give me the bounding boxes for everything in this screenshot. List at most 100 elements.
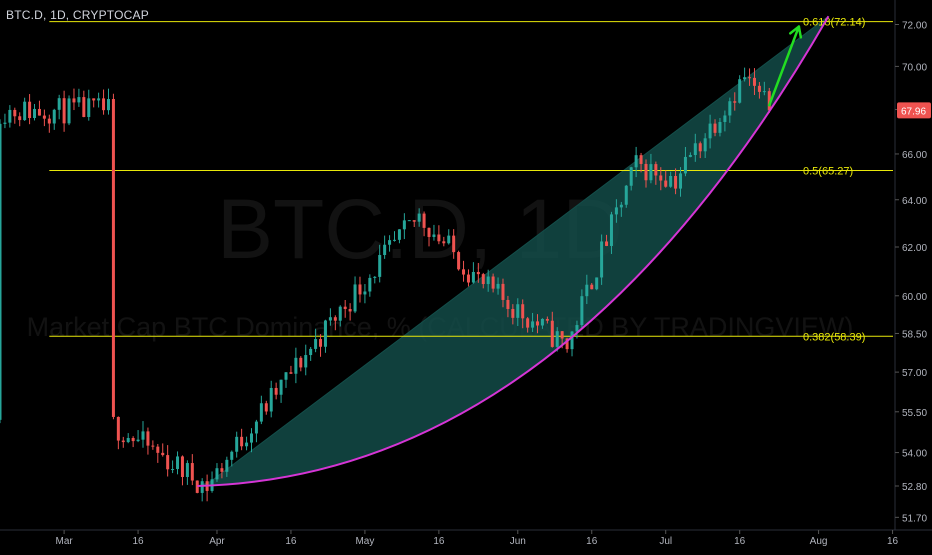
candle-128 bbox=[629, 166, 633, 191]
candle-body bbox=[728, 101, 732, 116]
time-tick-label-0: Mar bbox=[55, 536, 73, 547]
candle-21 bbox=[102, 89, 106, 115]
candle-body bbox=[397, 229, 401, 240]
candle-body bbox=[225, 459, 229, 472]
candle-36 bbox=[176, 451, 180, 475]
candle-40 bbox=[195, 480, 199, 494]
candle-17 bbox=[82, 90, 86, 118]
candle-body bbox=[402, 220, 406, 230]
time-tick-label-4: May bbox=[355, 536, 374, 547]
candle-body bbox=[609, 214, 613, 246]
candle-body bbox=[111, 99, 115, 417]
candle-body bbox=[57, 98, 61, 110]
candle-93 bbox=[457, 250, 461, 271]
candle-body bbox=[97, 98, 101, 101]
candle-66 bbox=[323, 319, 327, 353]
candle-body bbox=[348, 309, 352, 312]
candle-89 bbox=[437, 225, 441, 245]
candle-29 bbox=[141, 421, 145, 448]
candle-107 bbox=[526, 316, 530, 333]
candle-body bbox=[299, 357, 303, 368]
fib-label-0: 0.618(72.14) bbox=[803, 17, 865, 29]
candle-body bbox=[733, 101, 737, 103]
price-tick-label-4: 57.00 bbox=[902, 368, 927, 379]
candle-125 bbox=[614, 199, 618, 223]
candle-64 bbox=[314, 328, 318, 353]
candle-body bbox=[654, 164, 658, 176]
candle-0 bbox=[0, 119, 2, 424]
candle-78 bbox=[383, 235, 387, 259]
candle-body bbox=[545, 318, 549, 321]
candle-27 bbox=[131, 436, 135, 448]
time-tick-label-9: 16 bbox=[734, 536, 746, 547]
candle-71 bbox=[348, 303, 352, 321]
candle-138 bbox=[679, 167, 683, 197]
candle-body bbox=[447, 235, 451, 244]
candle-body bbox=[190, 463, 194, 481]
candle-body bbox=[422, 213, 426, 228]
candle-body bbox=[767, 91, 771, 111]
time-tick-label-1: 16 bbox=[133, 536, 145, 547]
candle-body bbox=[23, 101, 27, 121]
candle-108 bbox=[531, 312, 535, 332]
candle-48 bbox=[235, 431, 239, 458]
candle-20 bbox=[97, 92, 101, 108]
candle-body bbox=[619, 204, 623, 208]
candle-body bbox=[82, 97, 86, 117]
time-tick-label-6: Jun bbox=[510, 536, 526, 547]
candle-body bbox=[392, 239, 396, 241]
candle-15 bbox=[72, 88, 76, 111]
candle-body bbox=[284, 372, 288, 380]
candle-body bbox=[442, 241, 446, 244]
candle-65 bbox=[319, 334, 323, 357]
candle-41 bbox=[200, 478, 204, 502]
candle-body bbox=[536, 321, 540, 326]
candle-86 bbox=[422, 211, 426, 237]
candle-body bbox=[37, 108, 41, 116]
candle-body bbox=[274, 387, 278, 395]
candle-body bbox=[323, 320, 327, 347]
candle-body bbox=[87, 98, 91, 117]
candle-116 bbox=[570, 330, 574, 357]
candle-body bbox=[531, 321, 535, 328]
candle-body bbox=[762, 91, 766, 93]
candle-body bbox=[555, 331, 559, 347]
candle-body bbox=[600, 241, 604, 278]
candle-body bbox=[590, 284, 594, 290]
candle-79 bbox=[388, 235, 392, 252]
candle-body bbox=[629, 167, 633, 186]
candle-61 bbox=[299, 356, 303, 372]
candle-body bbox=[501, 283, 505, 300]
arrow-head bbox=[788, 25, 803, 39]
time-tick-label-2: Apr bbox=[209, 536, 225, 547]
candle-92 bbox=[452, 229, 456, 259]
candle-149 bbox=[733, 92, 737, 111]
candle-118 bbox=[580, 289, 584, 329]
candle-150 bbox=[738, 75, 742, 104]
candle-body bbox=[259, 403, 263, 422]
candle-body bbox=[245, 442, 249, 447]
candle-body bbox=[230, 451, 234, 460]
last-price-tag bbox=[897, 102, 931, 119]
candle-body bbox=[141, 431, 145, 440]
candle-80 bbox=[392, 231, 396, 242]
candle-130 bbox=[639, 152, 643, 173]
candle-131 bbox=[644, 159, 648, 188]
candle-body bbox=[491, 276, 495, 289]
candle-body bbox=[333, 317, 337, 321]
candle-body bbox=[18, 116, 22, 121]
candle-body bbox=[8, 109, 12, 123]
candle-143 bbox=[703, 133, 707, 159]
candle-body bbox=[171, 469, 175, 471]
price-tick-label-2: 54.00 bbox=[902, 449, 927, 460]
candle-body bbox=[486, 276, 490, 285]
candle-body bbox=[3, 122, 7, 124]
candle-body bbox=[0, 123, 2, 420]
candle-97 bbox=[476, 262, 480, 283]
candle-body bbox=[634, 155, 638, 168]
candle-body bbox=[452, 235, 456, 253]
candle-156 bbox=[767, 87, 771, 114]
candle-135 bbox=[664, 170, 668, 188]
